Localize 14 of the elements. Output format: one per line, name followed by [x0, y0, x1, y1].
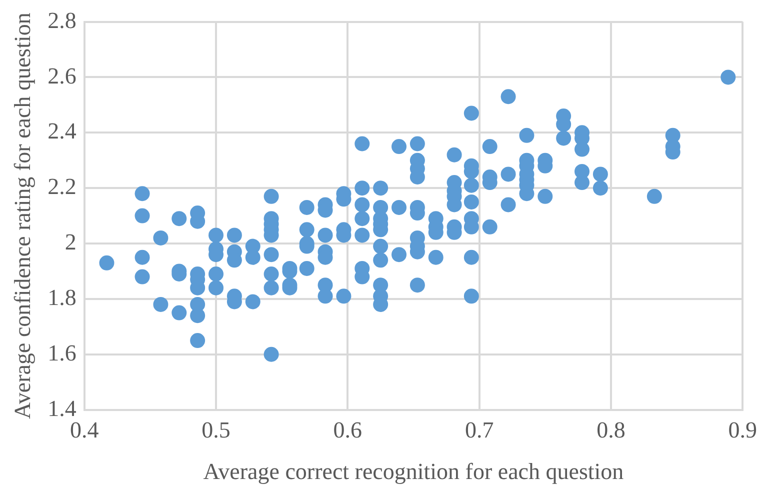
y-tick-label: 2.4: [48, 118, 77, 144]
y-tick-label: 2.6: [48, 63, 76, 88]
x-tick-label: 0.8: [596, 418, 626, 443]
y-tick-label: 1.8: [48, 284, 76, 310]
x-tick-label: 0.5: [202, 418, 230, 443]
y-tick-label: 2.2: [48, 174, 76, 200]
x-tick-label: 0.6: [333, 418, 362, 443]
y-tick-label: 1.6: [48, 340, 76, 366]
x-tick-label: 0.9: [728, 418, 757, 443]
y-tick-label: 2: [64, 230, 76, 255]
y-tick-label: 2.8: [48, 8, 76, 33]
y-axis-title: Average confidence rating for each question: [10, 12, 35, 419]
x-axis-title: Average correct recognition for each question: [203, 459, 624, 484]
x-tick-label: 0.7: [464, 418, 494, 443]
